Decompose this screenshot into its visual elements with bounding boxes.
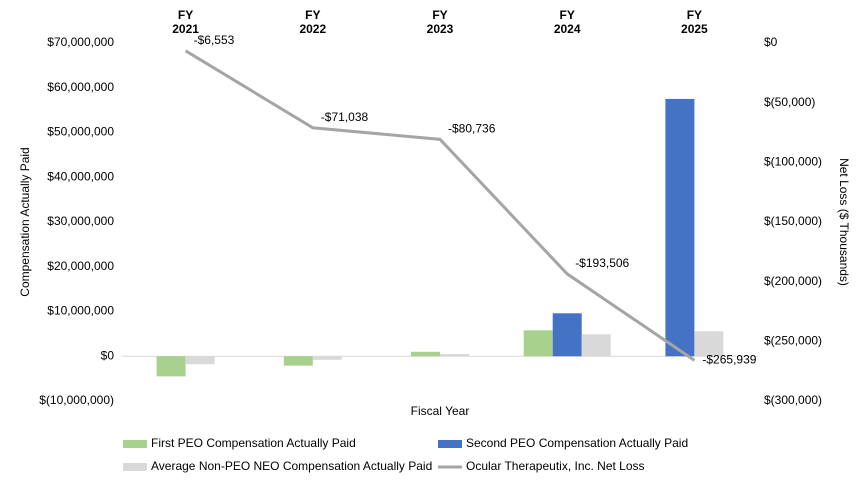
legend-marker	[123, 440, 147, 448]
x-axis-title: Fiscal Year	[411, 404, 470, 418]
y-tick-label: $30,000,000	[47, 214, 114, 228]
bar	[581, 334, 611, 357]
y-tick-label: $70,000,000	[47, 35, 114, 49]
data-label: -$265,939	[702, 353, 756, 367]
legend-label: Ocular Therapeutix, Inc. Net Loss	[466, 459, 645, 473]
y2-tick-label: $(150,000)	[764, 214, 822, 228]
bar	[665, 98, 695, 357]
x-tick-label: FY 2024	[553, 8, 581, 36]
x-tick-label: FY 2025	[681, 8, 708, 36]
bar	[312, 356, 342, 360]
y-tick-label: $10,000,000	[47, 304, 114, 318]
data-label: -$71,038	[321, 110, 369, 124]
bar	[156, 356, 186, 377]
y-tick-label: $60,000,000	[47, 80, 114, 94]
x-tick-label: FY 2023	[426, 8, 454, 36]
y-tick-label: $20,000,000	[47, 259, 114, 273]
y2-axis-title: Net Loss ($ Thousands)	[837, 158, 851, 286]
legend-label: Average Non-PEO NEO Compensation Actuall…	[151, 459, 432, 473]
y2-tick-label: $(200,000)	[764, 274, 822, 288]
y-tick-label: $(10,000,000)	[39, 393, 114, 407]
legend-marker	[438, 440, 462, 448]
bar	[411, 351, 440, 357]
bar	[694, 331, 724, 357]
y2-tick-label: $(100,000)	[764, 155, 822, 169]
data-label: -$193,506	[575, 256, 629, 270]
line	[184, 49, 696, 362]
y2-tick-label: $(50,000)	[764, 95, 815, 109]
bar	[552, 313, 582, 357]
data-label: -$80,736	[448, 122, 496, 136]
y-tick-label: $0	[101, 348, 115, 362]
bar	[185, 356, 215, 365]
x-tick-label: FY 2021	[172, 8, 199, 36]
legend-marker	[123, 463, 147, 471]
y-tick-label: $50,000,000	[47, 125, 114, 139]
legend-label: First PEO Compensation Actually Paid	[151, 436, 356, 450]
bar	[523, 330, 553, 357]
y-axis-title: Compensation Actually Paid	[18, 147, 32, 296]
y2-tick-label: $(250,000)	[764, 334, 822, 348]
x-tick-label: FY 2022	[299, 8, 327, 36]
y2-tick-label: $0	[764, 35, 778, 49]
bar	[283, 356, 313, 366]
bar	[440, 354, 469, 357]
data-label: -$6,553	[194, 33, 235, 47]
legend-label: Second PEO Compensation Actually Paid	[466, 436, 688, 450]
y2-tick-label: $(300,000)	[764, 393, 822, 407]
y-tick-label: $40,000,000	[47, 169, 114, 183]
